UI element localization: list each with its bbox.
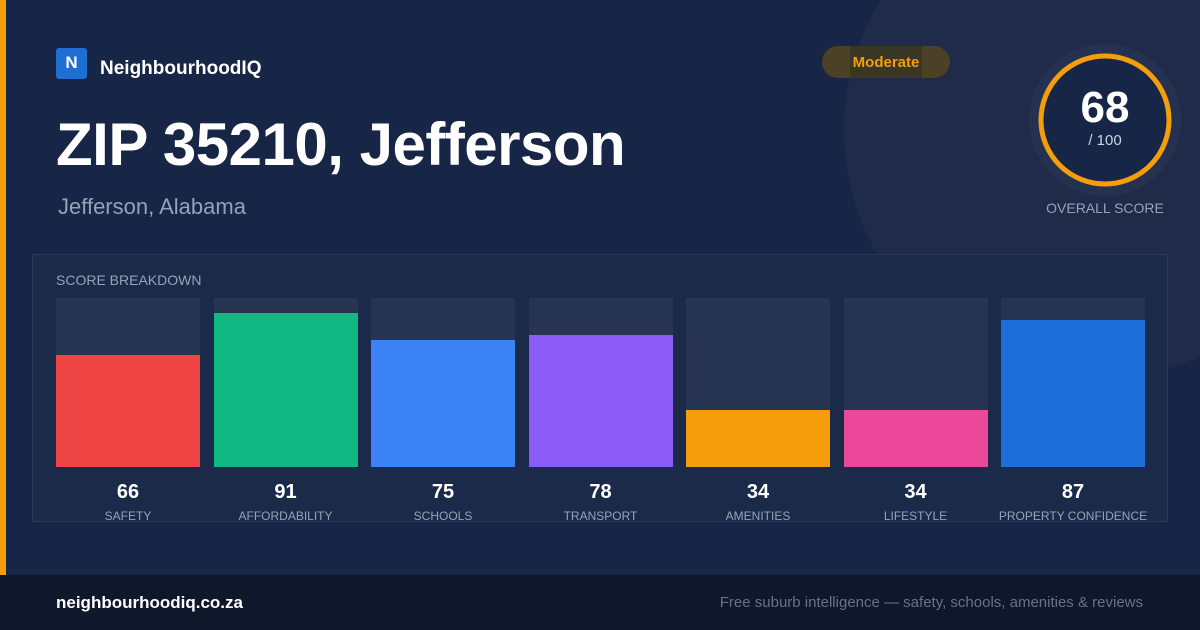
bar-label: AFFORDABILITY [238, 509, 333, 523]
brand: N NeighbourhoodIQ [56, 46, 261, 80]
bar-column-safety: 66 SAFETY [56, 298, 200, 524]
bar-column-transport: 78 TRANSPORT [528, 298, 673, 524]
score-ring-graphic [1029, 44, 1181, 196]
bar-value: 87 [1061, 481, 1085, 503]
bar-value: 66 [116, 481, 140, 503]
bar-value: 34 [746, 481, 770, 503]
bar-column-property-confidence: 87 PROPERTY CONFIDENCE [999, 298, 1147, 524]
bar-fill [528, 335, 673, 467]
footer-domain: neighbourhoodiq.co.za [56, 593, 243, 612]
footer: neighbourhoodiq.co.za Free suburb intell… [0, 575, 1200, 630]
bar-column-amenities: 34 AMENITIES [686, 298, 830, 524]
bar-track [371, 298, 515, 467]
overall-score-max: / 100 [1088, 132, 1122, 149]
bar-fill [56, 355, 200, 467]
score-breakdown-panel: SCORE BREAKDOWN 66 SAFETY 91 AFFORDABILITY 7… [32, 254, 1168, 524]
breakdown-bars: 66 SAFETY 91 AFFORDABILITY 75 SCHOOLS 78 TRANSP… [56, 298, 1147, 524]
overall-score-ring: 68 / 100 [1028, 43, 1182, 197]
bar-track [528, 298, 673, 467]
bar-column-lifestyle: 34 LIFESTYLE [843, 298, 988, 524]
bar-track [686, 298, 830, 467]
bar-track [843, 298, 988, 467]
bar-label: SCHOOLS [413, 509, 473, 523]
bar-track [213, 298, 358, 467]
brand-name: NeighbourhoodIQ [100, 58, 262, 79]
bar-fill [371, 340, 515, 467]
breakdown-title: SCORE BREAKDOWN [56, 272, 202, 288]
accent-bar [0, 0, 6, 575]
footer-tagline: Free suburb intelligence — safety, schoo… [719, 594, 1143, 611]
bar-fill [843, 410, 988, 467]
bar-track [1001, 298, 1145, 467]
bar-column-schools: 75 SCHOOLS [371, 298, 515, 524]
bar-column-affordability: 91 AFFORDABILITY [213, 298, 358, 524]
overall-score-caption: OVERALL SCORE [1046, 200, 1164, 216]
bar-value: 91 [274, 481, 297, 503]
rating-badge: Moderate [822, 46, 950, 78]
location-subtitle: Jefferson, Alabama [58, 194, 246, 219]
bar-label: AMENITIES [725, 509, 791, 523]
bar-label: LIFESTYLE [883, 509, 948, 523]
bar-value: 75 [431, 481, 455, 503]
bar-label: SAFETY [104, 509, 152, 523]
bar-track [56, 298, 200, 467]
bar-label: PROPERTY CONFIDENCE [998, 509, 1148, 523]
rating-badge-label: Moderate [852, 53, 920, 71]
bar-value: 34 [904, 481, 927, 503]
bar-fill [686, 410, 830, 467]
brand-logo-icon: N [56, 47, 87, 79]
bar-fill [1001, 320, 1145, 467]
bar-value: 78 [589, 481, 612, 503]
bar-label: TRANSPORT [563, 509, 638, 523]
bar-fill [213, 313, 358, 467]
overall-score-value: 68 [1080, 83, 1130, 132]
page-title: ZIP 35210, Jefferson [56, 111, 626, 178]
